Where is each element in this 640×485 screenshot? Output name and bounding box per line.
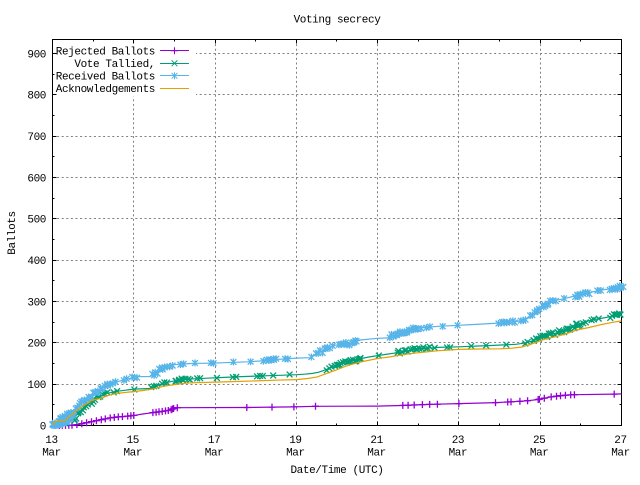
svg-text:Vote Tallied,: Vote Tallied,: [74, 59, 155, 71]
svg-text:300: 300: [27, 297, 46, 309]
svg-text:Mar: Mar: [530, 447, 549, 459]
svg-text:Mar: Mar: [123, 447, 142, 459]
svg-text:13: 13: [45, 435, 57, 447]
svg-text:400: 400: [27, 256, 46, 268]
svg-text:700: 700: [27, 132, 46, 144]
svg-text:25: 25: [533, 435, 545, 447]
svg-text:Mar: Mar: [42, 447, 61, 459]
svg-text:27: 27: [614, 435, 626, 447]
svg-text:21: 21: [370, 435, 383, 447]
svg-text:Mar: Mar: [449, 447, 468, 459]
svg-text:Mar: Mar: [205, 447, 224, 459]
svg-text:900: 900: [27, 49, 46, 61]
svg-text:Received Ballots: Received Ballots: [56, 72, 155, 84]
svg-text:15: 15: [127, 435, 139, 447]
svg-text:19: 19: [289, 435, 301, 447]
svg-text:500: 500: [27, 215, 46, 227]
svg-text:Mar: Mar: [367, 447, 386, 459]
svg-text:800: 800: [27, 91, 46, 103]
svg-text:23: 23: [452, 435, 464, 447]
svg-text:Date/Time (UTC): Date/Time (UTC): [290, 465, 383, 477]
svg-text:100: 100: [27, 380, 46, 392]
svg-text:17: 17: [208, 435, 220, 447]
svg-text:Rejected Ballots: Rejected Ballots: [56, 47, 155, 59]
svg-text:0: 0: [40, 421, 46, 433]
svg-text:Mar: Mar: [611, 447, 630, 459]
svg-text:200: 200: [27, 339, 46, 351]
svg-text:Ballots: Ballots: [7, 211, 19, 254]
svg-text:600: 600: [27, 173, 46, 185]
svg-text:Voting secrecy: Voting secrecy: [294, 14, 382, 26]
svg-text:Mar: Mar: [286, 447, 305, 459]
svg-text:Acknowledgements: Acknowledgements: [56, 84, 155, 96]
